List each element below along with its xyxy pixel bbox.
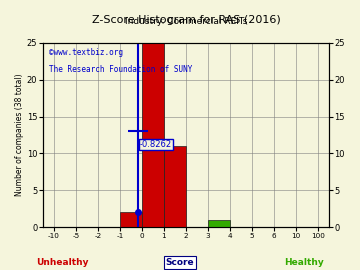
Text: -0.8262: -0.8262: [140, 140, 172, 149]
Text: The Research Foundation of SUNY: The Research Foundation of SUNY: [49, 65, 192, 74]
Y-axis label: Number of companies (38 total): Number of companies (38 total): [15, 74, 24, 196]
Bar: [142, 43, 164, 227]
Title: Z-Score Histogram for RAS (2016): Z-Score Histogram for RAS (2016): [91, 15, 280, 25]
Text: Industry: Commercial REITs: Industry: Commercial REITs: [125, 17, 247, 26]
Bar: [120, 212, 142, 227]
Text: ©www.textbiz.org: ©www.textbiz.org: [49, 48, 122, 57]
Bar: [164, 146, 186, 227]
Bar: [208, 220, 230, 227]
Text: Healthy: Healthy: [284, 258, 324, 267]
Text: Unhealthy: Unhealthy: [36, 258, 89, 267]
Text: Score: Score: [166, 258, 194, 267]
